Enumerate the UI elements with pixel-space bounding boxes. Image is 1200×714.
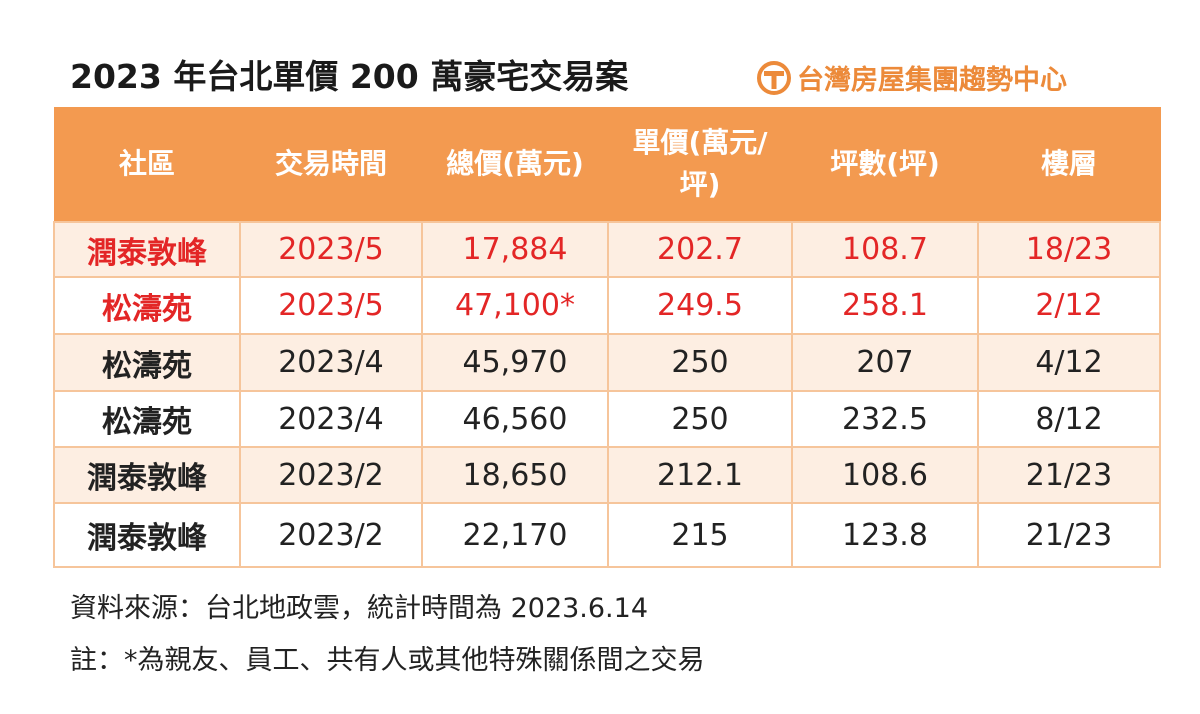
brand-name: 台灣房屋集團趨勢中心	[797, 65, 1067, 96]
cell-total-price: 18,650	[421, 446, 609, 504]
cell-community: 潤泰敦峰	[53, 502, 241, 568]
header-total-price: 總價(萬元)	[421, 107, 609, 222]
cell-unit-price: 250	[607, 390, 793, 448]
cell-trade-date: 2023/5	[239, 221, 423, 278]
table-row: 潤泰敦峰 2023/5 17,884 202.7 108.7 18/23	[53, 221, 1161, 278]
cell-total-price: 22,170	[421, 502, 609, 568]
cell-community: 潤泰敦峰	[53, 221, 241, 278]
cell-community: 松濤苑	[53, 333, 241, 392]
cell-floor: 21/23	[977, 502, 1161, 568]
data-source-note: 資料來源：台北地政雲，統計時間為 2023.6.14	[70, 593, 648, 624]
table-row: 松濤苑 2023/5 47,100* 249.5 258.1 2/12	[53, 276, 1161, 335]
cell-trade-date: 2023/4	[239, 333, 423, 392]
cell-unit-price: 215	[607, 502, 793, 568]
cell-community: 潤泰敦峰	[53, 446, 241, 504]
cell-total-price: 47,100*	[421, 276, 609, 335]
cell-area: 232.5	[791, 390, 979, 448]
header-floor: 樓層	[977, 107, 1161, 222]
footnotes: 資料來源：台北地政雲，統計時間為 2023.6.14 註：*為親友、員工、共有人…	[70, 583, 705, 687]
header-area: 坪數(坪)	[791, 107, 979, 222]
cell-floor: 2/12	[977, 276, 1161, 335]
cell-trade-date: 2023/2	[239, 446, 423, 504]
table-row: 松濤苑 2023/4 45,970 250 207 4/12	[53, 333, 1161, 392]
cell-total-price: 17,884	[421, 221, 609, 278]
table-row: 松濤苑 2023/4 46,560 250 232.5 8/12	[53, 390, 1161, 448]
cell-community: 松濤苑	[53, 390, 241, 448]
cell-area: 258.1	[791, 276, 979, 335]
cell-floor: 18/23	[977, 221, 1161, 278]
cell-floor: 8/12	[977, 390, 1161, 448]
cell-floor: 21/23	[977, 446, 1161, 504]
cell-unit-price: 202.7	[607, 221, 793, 278]
header-community: 社區	[53, 107, 241, 222]
cell-unit-price: 249.5	[607, 276, 793, 335]
transaction-table: 社區 交易時間 總價(萬元) 單價(萬元/ 坪) 坪數(坪) 樓層 潤泰敦峰 2…	[53, 107, 1161, 568]
table-row: 潤泰敦峰 2023/2 22,170 215 123.8 21/23	[53, 502, 1161, 568]
brand: 台灣房屋集團趨勢中心	[757, 58, 1067, 97]
cell-trade-date: 2023/4	[239, 390, 423, 448]
page-title: 2023 年台北單價 200 萬豪宅交易案	[70, 57, 629, 96]
taiwan-realty-logo-icon	[757, 60, 791, 95]
cell-unit-price: 212.1	[607, 446, 793, 504]
table-row: 潤泰敦峰 2023/2 18,650 212.1 108.6 21/23	[53, 446, 1161, 504]
header-unit-price-label: 單價(萬元/ 坪)	[632, 126, 768, 201]
cell-trade-date: 2023/2	[239, 502, 423, 568]
table-header-row: 社區 交易時間 總價(萬元) 單價(萬元/ 坪) 坪數(坪) 樓層	[53, 107, 1161, 222]
cell-total-price: 45,970	[421, 333, 609, 392]
cell-area: 123.8	[791, 502, 979, 568]
cell-area: 108.6	[791, 446, 979, 504]
cell-floor: 4/12	[977, 333, 1161, 392]
header-trade-date: 交易時間	[239, 107, 423, 222]
remark-note: 註：*為親友、員工、共有人或其他特殊關係間之交易	[70, 645, 705, 676]
cell-unit-price: 250	[607, 333, 793, 392]
cell-area: 207	[791, 333, 979, 392]
cell-trade-date: 2023/5	[239, 276, 423, 335]
cell-total-price: 46,560	[421, 390, 609, 448]
cell-community: 松濤苑	[53, 276, 241, 335]
header-unit-price: 單價(萬元/ 坪)	[607, 107, 793, 222]
cell-area: 108.7	[791, 221, 979, 278]
